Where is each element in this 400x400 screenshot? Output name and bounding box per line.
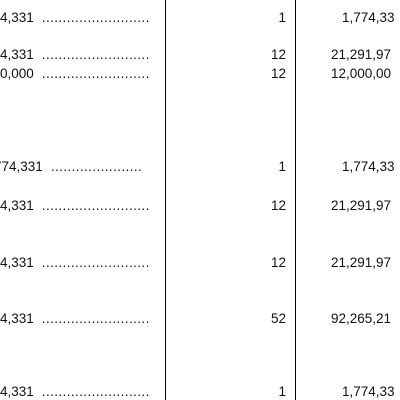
- count-value: 12: [270, 198, 286, 213]
- amount-value: 4,331: [0, 47, 34, 62]
- amount-value: 4,331: [0, 311, 34, 326]
- count-value: 52: [270, 311, 286, 326]
- count-value: 12: [270, 255, 286, 270]
- amount-value: 774,331: [0, 159, 43, 174]
- amount-value: 4,331: [0, 255, 34, 270]
- count-value: 1: [278, 159, 286, 174]
- amount-cell: 0,000..........................: [0, 66, 160, 82]
- table-row: 0,000.......................... 12 12,00…: [0, 66, 400, 82]
- table-row: 4,331.......................... 52 92,26…: [0, 311, 400, 327]
- column-divider-right: [295, 0, 296, 400]
- table-row: 4,331.......................... 1 1,774,…: [0, 10, 400, 26]
- dot-leader: ..........................: [41, 10, 150, 25]
- table-row: 4,331.......................... 12 21,29…: [0, 255, 400, 271]
- dot-leader: ..........................: [41, 47, 150, 62]
- column-divider-left: [165, 0, 166, 400]
- table-row: 4,331.......................... 1 1,774,…: [0, 384, 400, 400]
- amount-cell: 4,331..........................: [0, 384, 160, 400]
- count-value: 1: [278, 10, 286, 25]
- dot-leader: ..........................: [41, 255, 150, 270]
- amount-cell: 4,331..........................: [0, 198, 160, 214]
- amount-value: 4,331: [0, 384, 34, 399]
- dot-leader: ..........................: [41, 198, 150, 213]
- dot-leader: ..........................: [41, 311, 150, 326]
- total-value: 92,265,21: [331, 311, 392, 326]
- count-value: 12: [270, 47, 286, 62]
- count-value: 1: [278, 384, 286, 399]
- table-row: 774,331...................... 1 1,774,33: [0, 159, 400, 175]
- amount-cell: 4,331..........................: [0, 255, 160, 271]
- amount-value: 4,331: [0, 10, 34, 25]
- total-value: 1,774,33: [342, 159, 395, 174]
- total-value: 1,774,33: [342, 384, 395, 399]
- count-value: 12: [270, 66, 286, 81]
- amount-value: 4,331: [0, 198, 34, 213]
- amount-value: 0,000: [0, 66, 34, 81]
- amount-cell: 774,331......................: [0, 159, 154, 175]
- amount-cell: 4,331..........................: [0, 47, 160, 63]
- table-row: 4,331.......................... 12 21,29…: [0, 198, 400, 214]
- amount-cell: 4,331..........................: [0, 10, 160, 26]
- total-value: 21,291,97: [331, 47, 392, 62]
- total-value: 21,291,97: [331, 255, 392, 270]
- dot-leader: ..........................: [41, 384, 150, 399]
- total-value: 12,000,00: [331, 66, 392, 81]
- total-value: 21,291,97: [331, 198, 392, 213]
- table-row: 4,331.......................... 12 21,29…: [0, 47, 400, 63]
- dot-leader: ..........................: [41, 66, 150, 81]
- amount-cell: 4,331..........................: [0, 311, 160, 327]
- dot-leader: ......................: [50, 159, 143, 174]
- total-value: 1,774,33: [342, 10, 395, 25]
